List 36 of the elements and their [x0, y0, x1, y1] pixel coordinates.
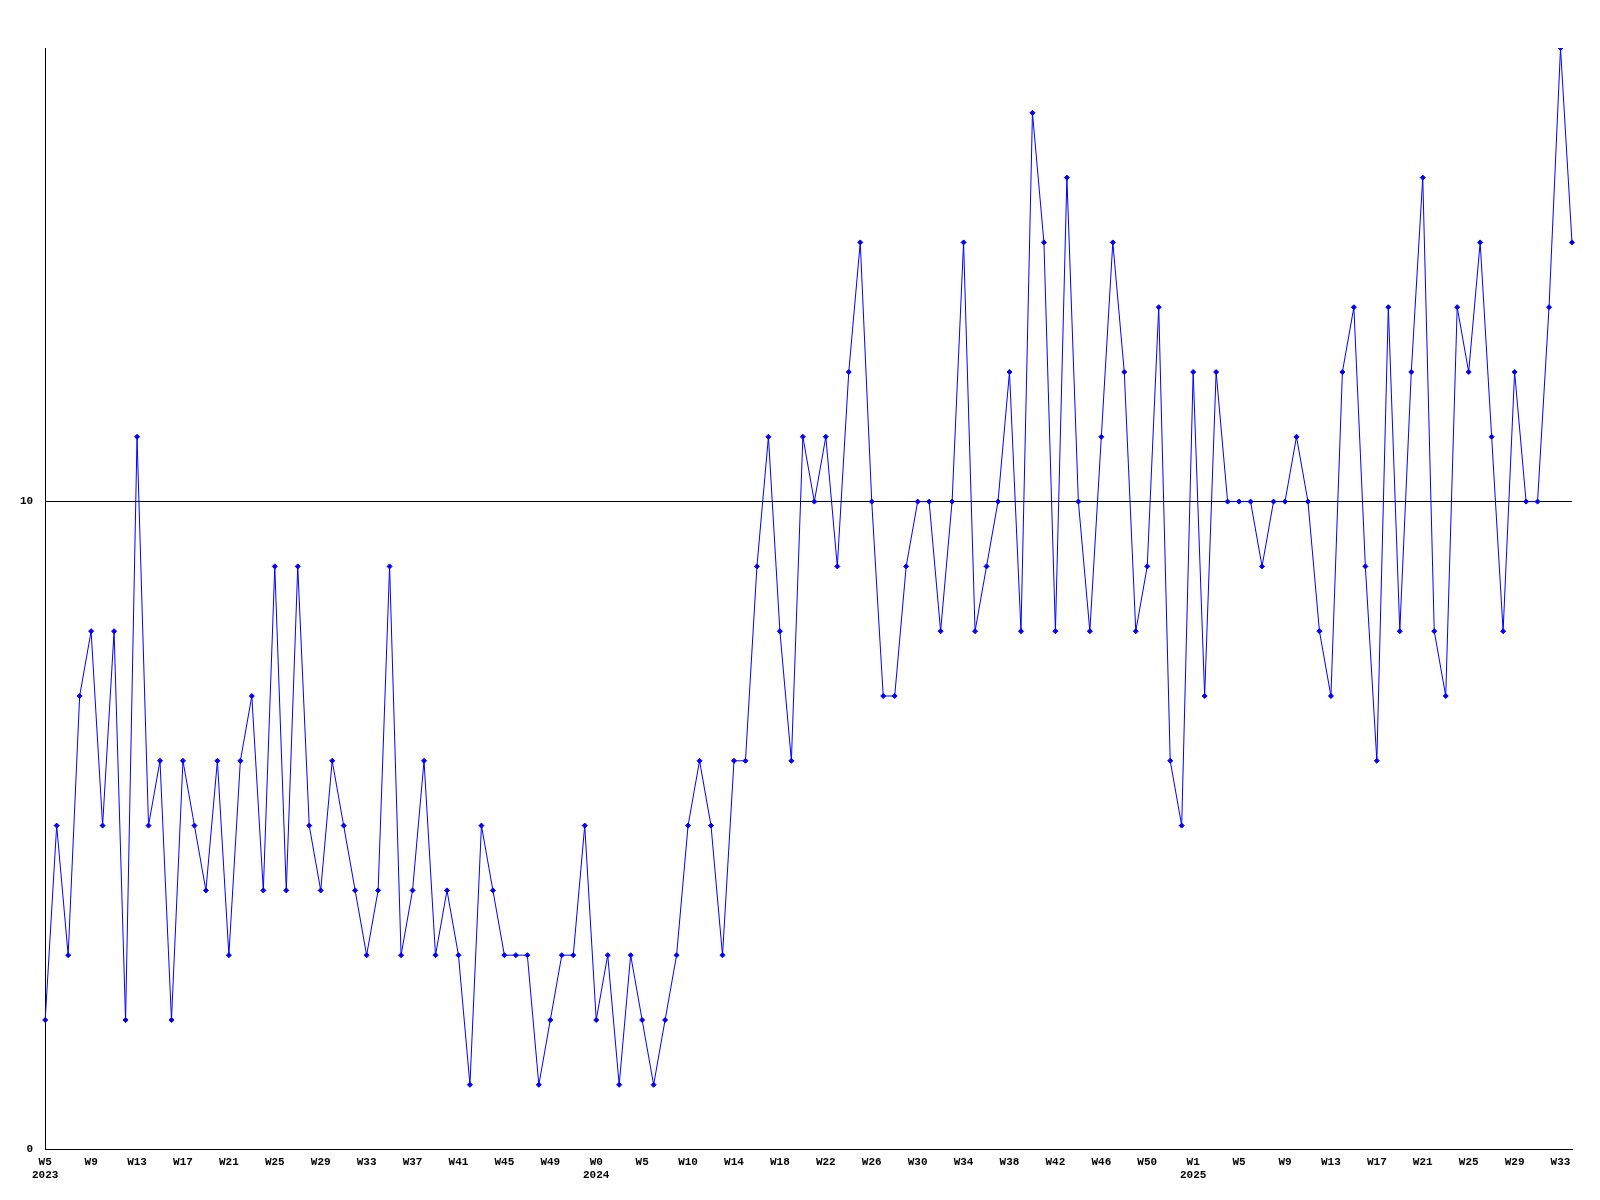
x-tick-label: W33 — [1550, 1155, 1571, 1168]
x-tick-label: W0 2024 — [583, 1155, 610, 1182]
x-tick-label: W34 — [953, 1155, 974, 1168]
x-tick-label: W33 — [356, 1155, 377, 1168]
x-tick-label: W5 2023 — [32, 1155, 59, 1182]
x-tick-label: W18 — [770, 1155, 791, 1168]
x-tick-label: W29 — [310, 1155, 331, 1168]
x-tick-label: W17 — [173, 1155, 193, 1168]
x-tick-label: W26 — [861, 1155, 882, 1168]
x-tick-label: W50 — [1137, 1155, 1158, 1168]
x-tick-label: W13 — [127, 1155, 148, 1168]
x-tick-label: W25 — [1458, 1155, 1479, 1168]
x-tick-label: W21 — [218, 1155, 240, 1168]
x-tick-label: W14 — [724, 1155, 745, 1168]
x-tick-label: W9 — [1278, 1155, 1292, 1168]
x-tick-label: W9 — [84, 1155, 98, 1168]
x-tick-label: W1 2025 — [1179, 1155, 1207, 1182]
x-tick-label: W38 — [999, 1155, 1020, 1168]
x-tick-label: W45 — [494, 1155, 515, 1168]
x-tick-label: W46 — [1091, 1155, 1112, 1168]
x-tick-label: W21 — [1412, 1155, 1434, 1168]
x-tick-label: W25 — [264, 1155, 286, 1168]
x-tick-label: W49 — [540, 1155, 561, 1168]
x-tick-label: W5 — [1232, 1155, 1247, 1168]
x-tick-label: W5 — [635, 1155, 650, 1168]
x-tick-label: W37 — [402, 1155, 423, 1168]
x-tick-label: W30 — [907, 1155, 928, 1168]
x-tick-label: W10 — [678, 1155, 698, 1168]
y-tick-label: 10 — [20, 495, 34, 508]
x-tick-label: W22 — [815, 1155, 836, 1168]
x-tick-label: W41 — [448, 1155, 469, 1168]
x-tick-label: W17 — [1366, 1155, 1387, 1168]
x-tick-label: W42 — [1045, 1155, 1066, 1168]
x-tick-label: W13 — [1321, 1155, 1342, 1168]
x-tick-label: W29 — [1504, 1155, 1525, 1168]
y-tick-label: 0 — [26, 1143, 34, 1156]
